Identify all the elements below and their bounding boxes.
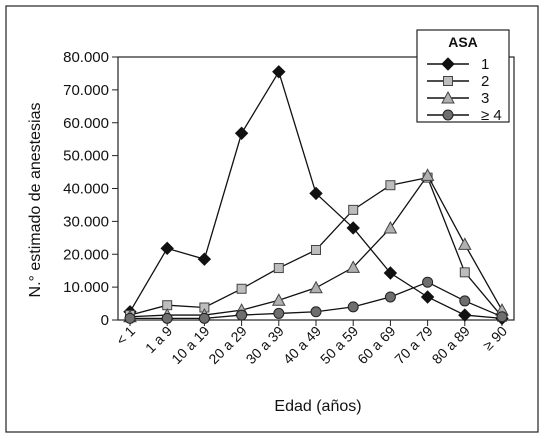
y-axis-label: N.° estimado de anestesias xyxy=(27,103,44,298)
series-3-point xyxy=(309,280,323,294)
series-4-point xyxy=(459,295,471,307)
series-3-point xyxy=(457,237,472,250)
series-4-point xyxy=(347,301,359,313)
y-tick-label: 10.000 xyxy=(63,279,109,296)
series-2-point xyxy=(348,204,359,215)
y-tick-label: 70.000 xyxy=(63,82,109,99)
legend-label: ≥ 4 xyxy=(481,107,502,124)
series-2-point xyxy=(311,244,321,255)
series-3-point xyxy=(346,260,361,273)
legend-marker xyxy=(442,109,454,121)
y-tick-label: 20.000 xyxy=(63,246,109,263)
series-4-point xyxy=(384,291,396,303)
series-1-point xyxy=(272,65,286,79)
series-2-point xyxy=(236,283,247,294)
y-tick-label: 40.000 xyxy=(63,181,109,198)
series-2-point xyxy=(273,263,284,274)
legend-label: 3 xyxy=(481,90,489,107)
series-1-point xyxy=(309,186,323,201)
series-3-point xyxy=(420,168,435,181)
y-tick-label: 60.000 xyxy=(63,115,109,132)
series-1-point xyxy=(346,221,360,235)
series-2-point xyxy=(459,267,470,278)
legend-marker xyxy=(441,90,455,104)
legend-marker xyxy=(443,76,453,86)
y-tick-label: 50.000 xyxy=(63,148,109,165)
series-4-point xyxy=(273,307,285,319)
series-1-point xyxy=(197,252,212,266)
legend-box xyxy=(416,29,510,123)
series-4-point xyxy=(310,306,322,318)
series-1-point xyxy=(160,241,174,256)
series-1-point xyxy=(383,266,398,280)
legend-label: 2 xyxy=(481,73,489,90)
y-tick-label: 80.000 xyxy=(63,49,109,66)
legend-label: 1 xyxy=(481,56,489,73)
series-3-point xyxy=(271,293,286,306)
series-4-point xyxy=(198,312,210,324)
series-4-point xyxy=(496,311,508,323)
y-tick-label: 0 xyxy=(101,312,109,329)
series-4-point xyxy=(236,309,248,321)
legend-marker xyxy=(441,57,455,71)
series-layer xyxy=(123,65,509,326)
series-1-point xyxy=(420,290,435,304)
series-1-point xyxy=(458,308,472,322)
series-4-point xyxy=(161,312,173,324)
series-4-point xyxy=(422,276,434,288)
series-4-point xyxy=(124,312,136,324)
x-axis-label: Edad (años) xyxy=(274,398,361,415)
series-3-point xyxy=(383,220,398,234)
y-tick-label: 30.000 xyxy=(63,213,109,230)
series-1-point xyxy=(234,126,249,140)
series-2-point xyxy=(385,180,396,191)
legend-title: ASA xyxy=(448,34,478,50)
series-4 xyxy=(124,276,508,324)
